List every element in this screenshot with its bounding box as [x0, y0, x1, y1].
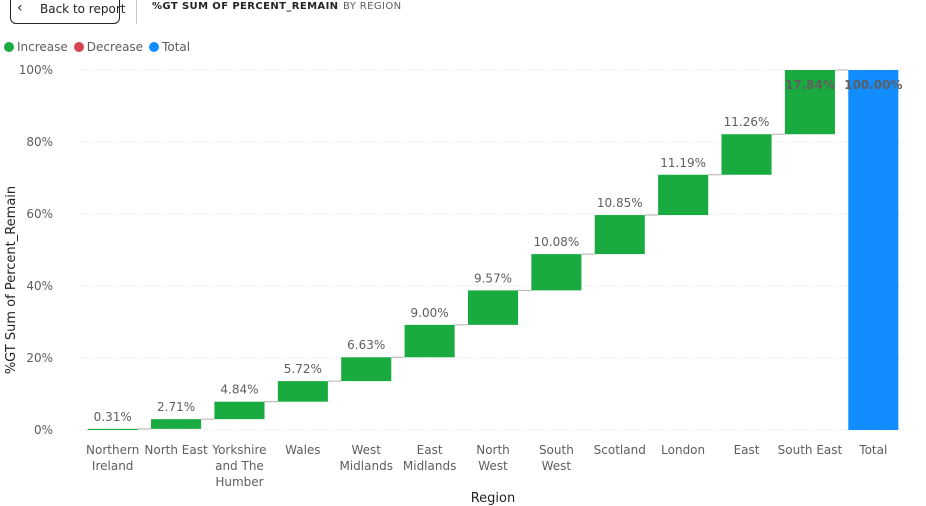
legend-item-increase[interactable]: Increase — [4, 40, 68, 54]
bar-11[interactable] — [784, 70, 835, 135]
y-tick-label: 20% — [26, 351, 53, 365]
legend-dot-total — [149, 42, 160, 52]
y-tick-label: 60% — [26, 207, 53, 221]
legend-item-decrease[interactable]: Decrease — [73, 40, 144, 54]
x-tick-label: East Midlands — [403, 443, 456, 473]
y-tick-label: 0% — [34, 423, 53, 437]
data-label: 9.57% — [474, 271, 512, 285]
data-label: 17.84% — [785, 78, 835, 92]
x-tick-label: Northern Ireland — [86, 443, 139, 473]
x-tick-label: West Midlands — [339, 443, 392, 473]
bar-3[interactable] — [277, 381, 328, 402]
legend-item-total[interactable]: Total — [149, 40, 190, 54]
chevron-left-icon: ‹ — [17, 0, 23, 16]
data-label: 5.72% — [284, 362, 322, 376]
x-tick-label: North East — [144, 443, 208, 457]
legend-label-increase: Increase — [17, 40, 68, 54]
y-tick-label: 40% — [26, 279, 53, 293]
x-tick-label: South East — [778, 443, 843, 457]
bar-7[interactable] — [531, 254, 582, 291]
y-tick-label: 100% — [19, 63, 53, 77]
x-axis-title: Region — [471, 491, 516, 506]
bar-8[interactable] — [594, 215, 645, 255]
legend-label-total: Total — [162, 40, 191, 54]
bar-0[interactable] — [87, 428, 138, 430]
data-label: 10.08% — [534, 235, 580, 249]
data-label: 9.00% — [411, 306, 449, 320]
legend-label-decrease: Decrease — [86, 40, 144, 54]
data-label: 10.85% — [597, 196, 643, 210]
y-tick-label: 80% — [26, 135, 53, 149]
data-label: 11.26% — [724, 115, 770, 129]
x-tick-label: Scotland — [594, 443, 646, 457]
data-label: 11.19% — [660, 156, 706, 170]
visual-subtitle: BY REGION — [343, 1, 402, 12]
bar-12[interactable] — [848, 70, 899, 430]
x-tick-label: London — [661, 443, 705, 457]
bar-4[interactable] — [341, 357, 392, 382]
bar-10[interactable] — [721, 134, 772, 175]
bar-6[interactable] — [467, 290, 519, 325]
legend-dot-increase — [4, 42, 14, 52]
data-label: 6.63% — [347, 338, 385, 352]
data-label: 4.84% — [220, 383, 258, 397]
x-tick-label: North West — [476, 443, 510, 473]
data-label: 0.31% — [94, 410, 132, 424]
y-axis-title: %GT Sum of Percent_Remain — [4, 186, 19, 374]
visual-title: %GT SUM OF PERCENT_REMAIN — [152, 1, 339, 12]
bar-5[interactable] — [404, 324, 455, 358]
bar-1[interactable] — [151, 419, 202, 429]
data-label: 100.00% — [844, 78, 902, 92]
x-tick-label: Yorkshire and The Humber — [211, 443, 266, 489]
x-tick-label: South West — [539, 443, 574, 473]
bar-2[interactable] — [214, 401, 265, 420]
x-tick-label: East — [734, 443, 760, 457]
legend-dot-decrease — [73, 42, 84, 52]
x-tick-label: Wales — [285, 443, 320, 457]
x-tick-label: Total — [858, 443, 887, 457]
chart-legend: Increase Decrease Total — [4, 40, 196, 54]
back-to-report-button[interactable]: ‹ Back to report — [10, 0, 125, 24]
back-button-label: Back to report — [40, 2, 126, 16]
bar-9[interactable] — [658, 174, 709, 216]
data-label: 2.71% — [157, 400, 195, 414]
header-divider — [136, 0, 137, 24]
